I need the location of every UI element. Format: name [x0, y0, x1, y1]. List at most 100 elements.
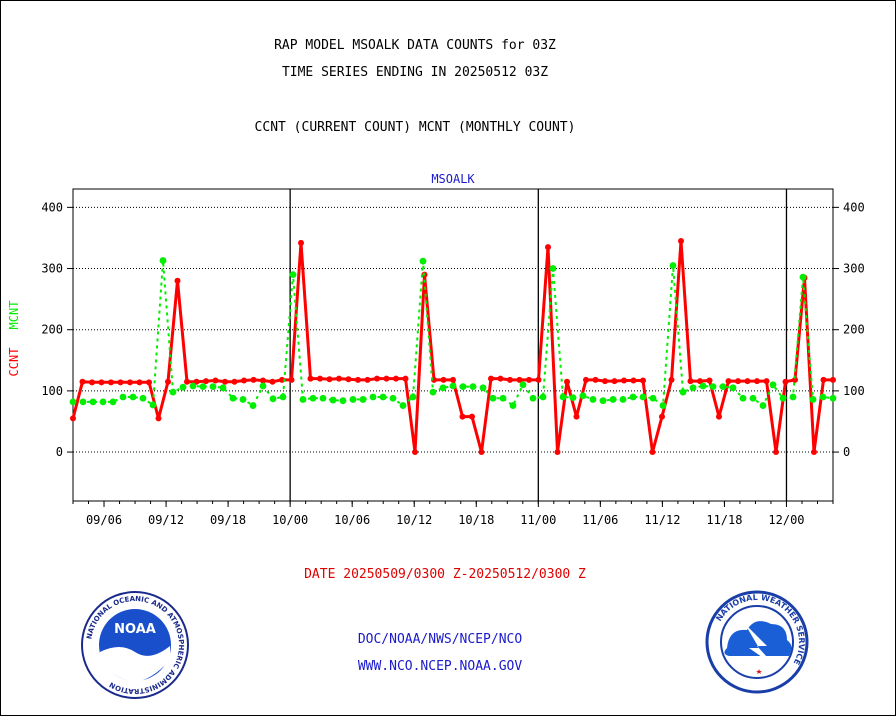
- mcnt-data-point: [789, 393, 797, 401]
- x-tick-label: 12/00: [768, 513, 804, 527]
- mcnt-data-point: [599, 397, 607, 405]
- mcnt-data-point: [109, 398, 117, 406]
- chart-title-line2: TIME SERIES ENDING IN 20250512 03Z: [281, 65, 549, 80]
- x-tick-label: 10/18: [458, 513, 494, 527]
- mcnt-data-point: [229, 394, 237, 402]
- y-tick-label-right: 300: [843, 262, 865, 276]
- mcnt-data-point: [509, 402, 517, 409]
- noaa-logo-text: NOAA: [114, 622, 156, 637]
- x-tick-label: 10/06: [334, 513, 370, 527]
- ccnt-data-point: [241, 377, 247, 384]
- ccnt-data-point: [345, 376, 352, 383]
- mcnt-data-point: [309, 394, 317, 402]
- ccnt-data-point: [640, 377, 646, 384]
- ccnt-data-point: [79, 378, 86, 385]
- mcnt-data-point: [199, 383, 207, 390]
- mcnt-data-point: [699, 382, 707, 390]
- mcnt-data-point: [669, 262, 677, 269]
- mcnt-data-point: [799, 273, 807, 281]
- footer-link-doc[interactable]: DOC/NOAA/NWS/NCEP/NCO: [357, 632, 523, 647]
- mcnt-data-point: [79, 398, 87, 406]
- ccnt-data-point: [402, 375, 409, 382]
- mcnt-data-point: [589, 396, 597, 403]
- mcnt-data-point: [379, 393, 387, 401]
- ccnt-data-point: [773, 449, 779, 456]
- ccnt-data-point: [564, 378, 570, 385]
- mcnt-data-point: [179, 383, 187, 391]
- x-axis-label: DATE 20250509/0300 Z-20250512/0300 Z: [304, 567, 586, 582]
- mcnt-data-point: [99, 398, 107, 406]
- y-tick-label-left: 0: [56, 445, 63, 459]
- mcnt-data-point: [249, 402, 257, 409]
- mcnt-data-point: [139, 394, 147, 402]
- ccnt-data-point: [706, 377, 713, 384]
- y-tick-label-left: 200: [41, 323, 63, 337]
- ccnt-data-point: [697, 378, 703, 385]
- ccnt-data-point: [212, 377, 219, 384]
- mcnt-data-point: [519, 381, 527, 389]
- ccnt-data-point: [469, 413, 475, 420]
- ccnt-data-point: [184, 378, 190, 385]
- x-tick-label: 10/00: [272, 513, 308, 527]
- mcnt-data-point: [679, 388, 687, 396]
- mcnt-data-point: [119, 393, 127, 401]
- mcnt-data-point: [629, 393, 637, 401]
- ccnt-data-point: [374, 375, 380, 382]
- mcnt-data-point: [389, 394, 397, 402]
- mcnt-data-point: [129, 393, 137, 401]
- ccnt-data-point: [136, 379, 143, 386]
- ccnt-data-point: [174, 277, 181, 284]
- ccnt-series-line: [71, 239, 833, 454]
- ccnt-data-point: [203, 378, 209, 385]
- x-tick-label: 09/12: [148, 513, 184, 527]
- ccnt-data-point: [811, 449, 817, 456]
- ccnt-data-point: [250, 376, 257, 383]
- ccnt-data-point: [507, 376, 513, 383]
- mcnt-data-point: [779, 394, 787, 402]
- ccnt-data-point: [459, 413, 466, 420]
- mcnt-data-point: [159, 257, 167, 264]
- ccnt-data-point: [355, 376, 361, 383]
- mcnt-data-point: [639, 393, 647, 401]
- y-tick-label-right: 200: [843, 323, 865, 337]
- mcnt-data-point: [459, 383, 467, 390]
- y-tick-label-left: 100: [41, 384, 63, 398]
- mcnt-data-point: [299, 396, 307, 403]
- mcnt-data-point: [239, 396, 247, 403]
- mcnt-data-point: [529, 394, 537, 402]
- ccnt-data-point: [554, 449, 561, 456]
- mcnt-data-point: [329, 396, 337, 404]
- ccnt-data-point: [782, 378, 789, 385]
- ccnt-data-point: [659, 413, 665, 420]
- x-tick-label: 10/12: [396, 513, 432, 527]
- ccnt-data-point: [108, 379, 114, 386]
- ccnt-data-point: [155, 415, 162, 422]
- ccnt-data-point: [326, 376, 333, 383]
- plot-area: [72, 188, 834, 502]
- ccnt-data-point: [687, 378, 694, 385]
- mcnt-data-point: [619, 396, 627, 403]
- ccnt-data-point: [526, 376, 532, 383]
- mcnt-data-point: [749, 394, 757, 402]
- mcnt-data-point: [659, 402, 667, 409]
- ccnt-data-point: [630, 377, 637, 384]
- mcnt-data-point: [549, 265, 557, 272]
- ccnt-data-point: [763, 378, 770, 385]
- mcnt-data-point: [209, 383, 217, 390]
- ccnt-data-point: [288, 376, 295, 383]
- mcnt-data-point: [429, 388, 437, 396]
- y-axis-label-mcnt: MCNT: [7, 301, 21, 330]
- ccnt-data-point: [364, 376, 371, 383]
- plot-title: MSOALK: [431, 172, 475, 186]
- ccnt-data-point: [260, 377, 266, 384]
- mcnt-data-point: [809, 396, 817, 403]
- footer-link-www[interactable]: WWW.NCO.NCEP.NOAA.GOV: [357, 659, 523, 674]
- mcnt-data-point: [339, 397, 347, 405]
- mcnt-data-point: [359, 396, 367, 403]
- mcnt-data-point: [399, 402, 407, 409]
- ccnt-data-point: [649, 449, 656, 456]
- noaa-logo: NATIONAL OCEANIC AND ATMOSPHERIC ADMINIS…: [81, 591, 189, 699]
- mcnt-data-point: [319, 394, 327, 402]
- mcnt-data-point: [419, 257, 427, 265]
